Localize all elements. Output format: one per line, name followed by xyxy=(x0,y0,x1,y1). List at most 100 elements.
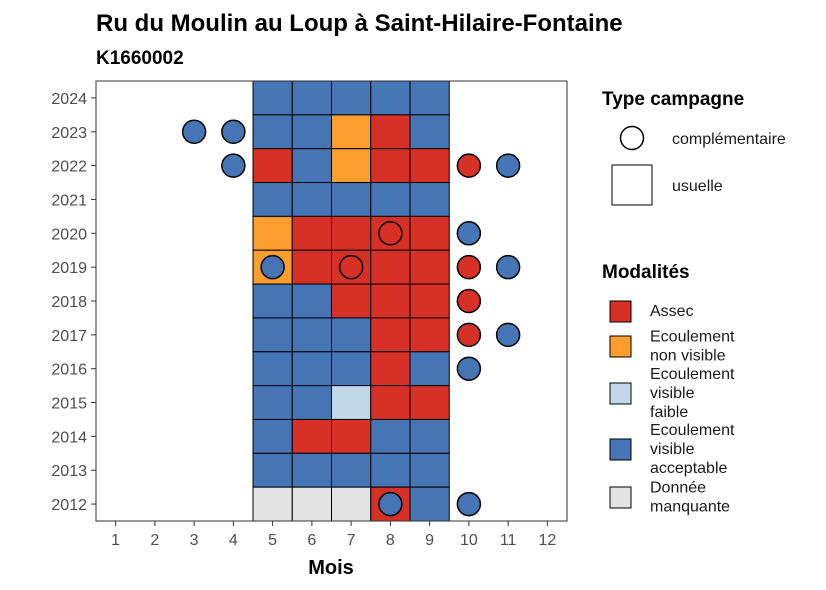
y-tick-label: 2013 xyxy=(51,463,87,480)
heatmap-cell xyxy=(331,148,372,184)
heatmap-cell xyxy=(291,182,332,217)
heatmap-cell xyxy=(409,418,450,454)
y-tick-label: 2017 xyxy=(51,328,87,345)
heatmap-cell xyxy=(370,385,411,420)
legend-label-modalite: Donnée xyxy=(650,480,706,497)
heatmap-cell xyxy=(331,351,372,387)
legend-label-type: complémentaire xyxy=(672,131,786,148)
data-point xyxy=(260,254,285,280)
x-tick-label: 5 xyxy=(268,532,277,549)
heatmap-cell xyxy=(291,283,332,319)
legend-label-modalite: Ecoulement xyxy=(650,422,735,439)
legend-title-type: Type campagne xyxy=(602,89,744,110)
x-tick-label: 10 xyxy=(460,532,478,549)
y-tick-label: 2024 xyxy=(51,91,87,108)
data-point xyxy=(456,221,482,246)
heatmap-cell xyxy=(409,80,450,116)
heatmap-cell xyxy=(409,385,450,420)
data-point xyxy=(181,119,207,145)
heatmap-cell xyxy=(331,80,372,116)
legend-label-modalite: Assec xyxy=(650,303,694,320)
legend-label-type: usuelle xyxy=(672,178,723,195)
heatmap-cell xyxy=(370,418,411,454)
x-tick-label: 12 xyxy=(538,532,556,549)
heatmap-cell xyxy=(291,317,332,353)
heatmap-cell xyxy=(252,215,293,251)
data-point xyxy=(456,288,482,314)
x-axis-title: Mois xyxy=(308,557,354,579)
data-point xyxy=(495,322,521,348)
x-tick-label: 9 xyxy=(425,532,434,549)
y-tick-label: 2019 xyxy=(51,260,87,277)
heatmap-cell xyxy=(370,452,411,488)
heatmap-cell xyxy=(252,351,293,387)
complementary-points xyxy=(181,119,521,517)
legend-label-modalite: Ecoulement xyxy=(650,329,735,346)
heatmap-cell xyxy=(252,182,293,217)
x-tick-label: 6 xyxy=(307,532,316,549)
heatmap-cell xyxy=(252,452,293,488)
heatmap-cell xyxy=(370,249,411,285)
legend: Type campagne Modalités complémentaire us… xyxy=(602,89,786,516)
heatmap-cell xyxy=(291,114,332,150)
y-tick-label: 2022 xyxy=(51,159,87,176)
legend-label-modalite: faible xyxy=(650,404,688,421)
heatmap-cell xyxy=(409,317,450,353)
x-tick-label: 8 xyxy=(386,532,395,549)
x-tick-label: 4 xyxy=(229,532,238,549)
legend-key-usuelle xyxy=(611,164,653,206)
heatmap-cell xyxy=(370,114,411,150)
data-point xyxy=(378,221,403,246)
data-point xyxy=(456,491,482,517)
y-tick-label: 2023 xyxy=(51,125,87,142)
data-point xyxy=(221,153,246,178)
heatmap-cell xyxy=(291,418,332,454)
data-point xyxy=(495,254,521,280)
chart-title: Ru du Moulin au Loup à Saint-Hilaire-Fon… xyxy=(96,10,623,37)
heatmap-cell xyxy=(331,317,372,353)
heatmap-cell xyxy=(291,215,332,251)
data-point xyxy=(456,254,482,280)
legend-key-assec xyxy=(609,300,632,323)
legend-title-modalites: Modalités xyxy=(602,262,690,283)
legend-key-ecvf xyxy=(609,382,632,405)
heatmap-cell xyxy=(370,317,411,353)
heatmap-cell xyxy=(291,148,332,184)
y-tick-label: 2014 xyxy=(51,429,87,446)
heatmap-cell xyxy=(291,249,332,285)
legend-key-complementaire xyxy=(619,125,645,151)
heatmap-cell xyxy=(291,351,332,387)
x-axis: 1 2 3 4 5 6 7 8 9 10 11 12 xyxy=(111,521,556,549)
heatmap-cell xyxy=(291,385,332,420)
y-tick-label: 2012 xyxy=(51,497,87,514)
heatmap-cell xyxy=(370,80,411,116)
heatmap-cell xyxy=(409,114,450,150)
legend-label-modalite: acceptable xyxy=(650,460,727,477)
heatmap-cell xyxy=(331,385,372,420)
x-tick-label: 11 xyxy=(500,532,517,549)
data-point xyxy=(456,356,482,381)
heatmap-cell xyxy=(409,351,450,387)
heatmap-cell xyxy=(331,114,372,150)
heatmap-cell xyxy=(252,148,293,184)
heatmap-cell xyxy=(409,182,450,217)
heatmap-cell xyxy=(370,148,411,184)
legend-key-ecva xyxy=(609,438,632,461)
heatmap-cell xyxy=(252,317,293,353)
heatmap-cell xyxy=(331,182,372,217)
legend-label-modalite: manquante xyxy=(650,499,730,516)
heatmap-cell xyxy=(370,283,411,319)
heatmap-cell xyxy=(252,418,293,454)
heatmap-cell xyxy=(331,215,372,251)
heatmap-cell xyxy=(331,418,372,454)
data-point xyxy=(221,119,246,145)
y-tick-label: 2015 xyxy=(51,396,87,413)
heatmap-cell xyxy=(370,182,411,217)
x-tick-label: 2 xyxy=(150,532,159,549)
legend-label-modalite: Ecoulement xyxy=(650,366,735,383)
heatmap-cell xyxy=(409,486,450,522)
heatmap-cell xyxy=(331,486,372,522)
heatmap-cell xyxy=(291,80,332,116)
y-tick-label: 2018 xyxy=(51,294,87,311)
